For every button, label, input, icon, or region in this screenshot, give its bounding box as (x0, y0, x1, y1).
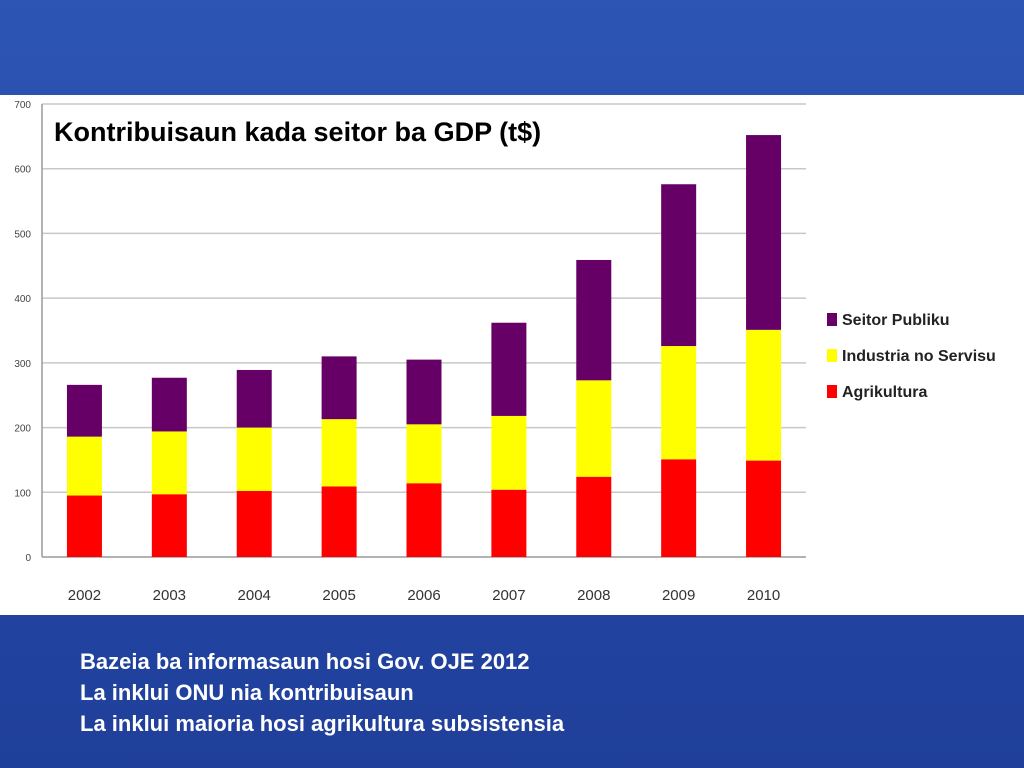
legend-label: Agrikultura (842, 384, 927, 401)
bars (66, 135, 782, 557)
bar-segment (746, 329, 782, 461)
footnote-onu: La inklui ONU nia kontribuisaun (80, 680, 414, 705)
bar-segment (151, 431, 187, 495)
bar-segment (491, 489, 527, 557)
x-tick-label: 2008 (577, 587, 610, 604)
y-tick-label: 0 (25, 553, 31, 564)
bar-segment (66, 384, 102, 437)
bar-segment (236, 427, 272, 491)
bar-segment (406, 359, 442, 425)
y-tick-label: 200 (14, 424, 31, 435)
legend-swatch (827, 385, 837, 398)
x-tick-label: 2010 (747, 587, 780, 604)
bar-segment (151, 377, 187, 432)
bar-segment (661, 346, 697, 460)
bar-segment (236, 369, 272, 428)
bar-segment (406, 424, 442, 484)
x-tick-label: 2003 (153, 587, 186, 604)
bar-segment (66, 495, 102, 557)
y-tick-label: 300 (14, 359, 31, 370)
x-tick-label: 2005 (322, 587, 355, 604)
x-tick-label: 2009 (662, 587, 695, 604)
bar-segment (321, 486, 357, 557)
x-tick-label: 2007 (492, 587, 525, 604)
legend-swatch (827, 349, 837, 362)
footnote-subsistence: La inklui maioria hosi agrikultura subsi… (80, 711, 565, 736)
bar-segment (406, 483, 442, 557)
bar-segment (576, 259, 612, 381)
bar-segment (576, 476, 612, 557)
bar-segment (151, 494, 187, 557)
bar-segment (321, 419, 357, 487)
bar-segment (491, 322, 527, 416)
legend: Seitor Publiku Industria no Servisu Agriku… (827, 312, 996, 401)
y-tick-label: 700 (14, 100, 31, 111)
bar-segment (661, 459, 697, 557)
bar-segment (66, 436, 102, 496)
legend-label: Industria no Servisu (842, 348, 996, 365)
x-tick-label: 2002 (68, 587, 101, 604)
bar-segment (321, 356, 357, 420)
y-tick-label: 400 (14, 294, 31, 305)
bar-segment (236, 490, 272, 557)
bar-segment (491, 415, 527, 490)
x-axis: 2002 2003 2004 2005 2006 2007 2008 2009 2010 (68, 587, 780, 604)
footnote-source: Bazeia ba informasaun hosi Gov. OJE 2012 (80, 649, 530, 674)
legend-label: Seitor Publiku (842, 312, 950, 329)
bar-segment (746, 135, 782, 330)
bar-segment (746, 460, 782, 557)
footnotes: Bazeia ba informasaun hosi Gov. OJE 2012… (80, 646, 564, 739)
x-tick-label: 2006 (407, 587, 440, 604)
legend-swatch (827, 313, 837, 326)
bar-segment (576, 380, 612, 477)
chart-panel: 0 100 200 300 400 500 600 700 2002 2003 2004 2005 2… (0, 95, 1024, 615)
y-tick-label: 600 (14, 165, 31, 176)
bar-segment (661, 184, 697, 347)
y-axis: 0 100 200 300 400 500 600 700 (14, 100, 43, 564)
chart-title: Kontribuisaun kada seitor ba GDP (t$) (54, 117, 541, 147)
x-tick-label: 2004 (238, 587, 271, 604)
y-tick-label: 500 (14, 229, 31, 240)
y-tick-label: 100 (14, 488, 31, 499)
